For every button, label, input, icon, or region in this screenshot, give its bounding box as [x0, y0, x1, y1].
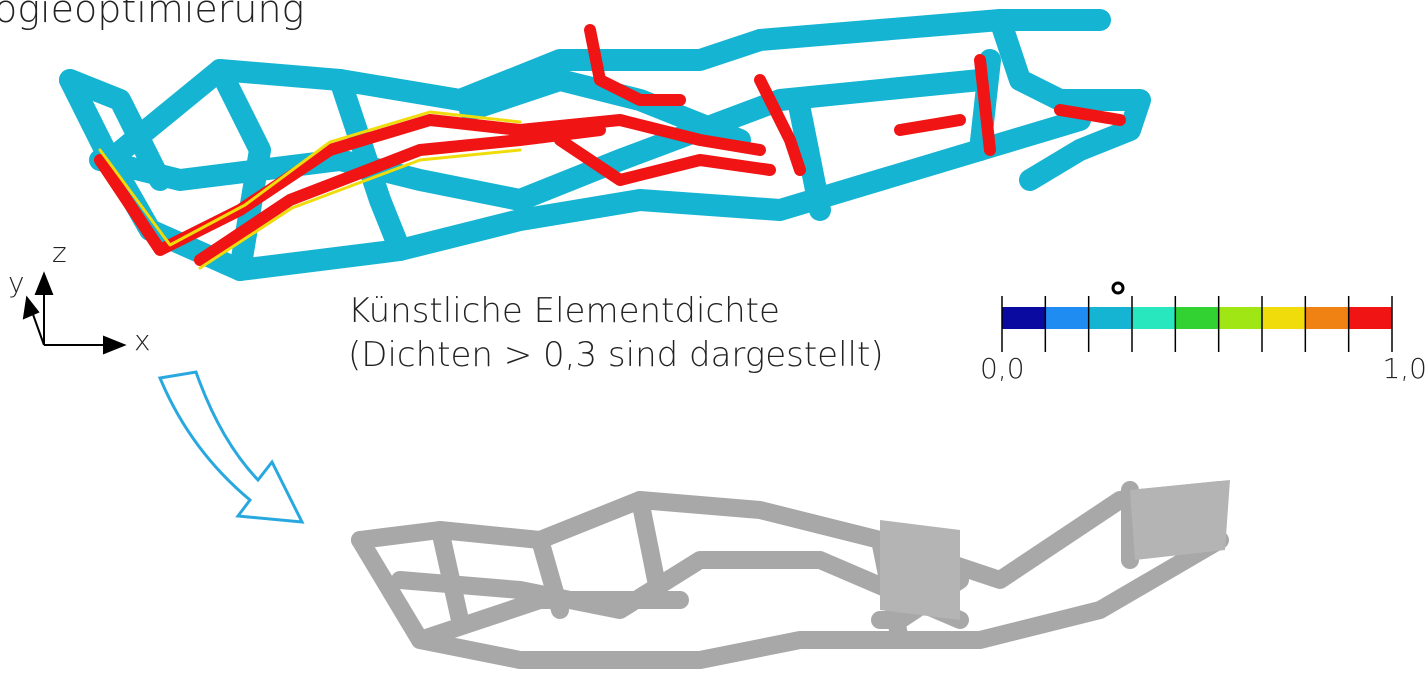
colorbar	[1002, 296, 1393, 352]
colorbar-segment	[1305, 307, 1349, 329]
colorbar-segment	[1089, 307, 1133, 329]
canvas: ogieoptimierung z y x K	[0, 0, 1427, 692]
title: ogieoptimierung	[0, 0, 304, 31]
y-arrow	[24, 298, 38, 318]
z-arrow	[36, 274, 52, 294]
colorbar-segment	[1262, 307, 1306, 329]
smoothed-structure	[360, 490, 1220, 660]
figure: ogieoptimierung z y x K	[0, 0, 1427, 692]
x-label: x	[134, 324, 151, 357]
marker	[1113, 283, 1123, 293]
colorbar-min: 0,0	[980, 352, 1025, 385]
colorbar-segment	[1349, 307, 1393, 329]
curved-arrow	[160, 372, 302, 522]
x-arrow	[104, 337, 124, 353]
colorbar-segment	[1045, 307, 1089, 329]
legend-note: (Dichten > 0,3 sind dargestellt)	[348, 335, 884, 375]
colorbar-max: 1,0	[1382, 352, 1427, 385]
colorbar-segment	[1219, 307, 1263, 329]
colorbar-segment	[1175, 307, 1219, 329]
z-label: z	[52, 236, 67, 269]
axis-triad	[24, 274, 124, 353]
colorbar-segment	[1002, 307, 1046, 329]
colorbar-segment	[1132, 307, 1176, 329]
density-structure	[70, 20, 1140, 270]
y-label: y	[8, 266, 25, 299]
legend-title: Künstliche Elementdichte	[348, 291, 780, 331]
